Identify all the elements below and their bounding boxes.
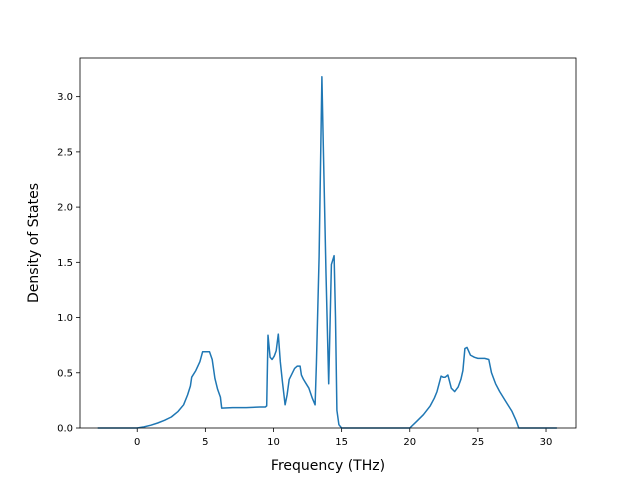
x-tick-label: 5 <box>202 437 208 448</box>
x-tick-label: 0 <box>134 437 140 448</box>
y-tick-label: 0.0 <box>57 424 73 435</box>
x-tick-label: 15 <box>335 437 348 448</box>
x-tick-label: 25 <box>472 437 485 448</box>
dos-series-line <box>97 76 557 429</box>
y-tick-label: 0.5 <box>57 368 73 379</box>
y-tick-label: 1.0 <box>57 313 73 324</box>
x-tick-label: 30 <box>540 437 553 448</box>
x-tick-label: 10 <box>267 437 280 448</box>
y-axis-ticks: 0.0 0.5 1.0 1.5 2.0 2.5 3.0 <box>57 92 80 435</box>
x-axis-label: Frequency (THz) <box>271 458 385 474</box>
y-tick-label: 2.0 <box>57 203 73 214</box>
plot-frame <box>79 57 577 429</box>
y-tick-label: 2.5 <box>57 147 73 158</box>
y-axis-label: Density of States <box>26 183 42 303</box>
y-tick-label: 1.5 <box>57 258 73 269</box>
x-tick-label: 20 <box>403 437 416 448</box>
y-tick-label: 3.0 <box>57 92 73 103</box>
